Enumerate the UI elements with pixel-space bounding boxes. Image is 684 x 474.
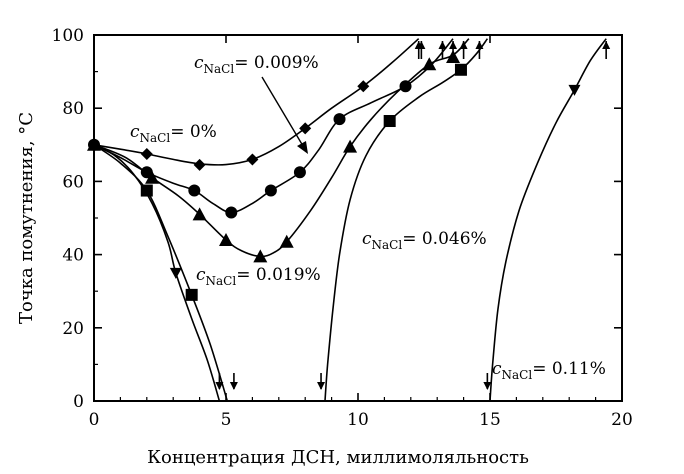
y-tick-label: 40 xyxy=(62,246,84,266)
data-point-square xyxy=(185,288,198,301)
arrow-down-head xyxy=(229,382,238,390)
axis-ticks: 0 5 10 15 20 0 20 40 60 80 100 xyxy=(52,26,633,430)
annotation-2: cNaCl= 0.019% xyxy=(196,265,321,288)
y-tick-label: 100 xyxy=(52,26,84,46)
annotation-3: cNaCl= 0.046% xyxy=(362,229,487,252)
annotation-1: cNaCl= 0.009% xyxy=(194,53,319,76)
data-point-circle xyxy=(188,184,201,197)
arrow-up-head xyxy=(449,41,458,49)
y-tick-label: 60 xyxy=(62,172,84,192)
data-point-diamond xyxy=(193,158,206,171)
data-point-circle xyxy=(333,113,346,126)
data-point-circle xyxy=(293,166,306,179)
annotation-pointer-head xyxy=(297,141,308,154)
data-point-circle xyxy=(399,80,412,93)
data-point-square xyxy=(383,115,396,128)
annotation-4: cNaCl= 0.11% xyxy=(492,359,606,382)
data-point-triangle xyxy=(219,232,233,246)
data-point-triangle xyxy=(145,170,160,184)
x-tick-label: 15 xyxy=(479,410,501,430)
data-point-circle xyxy=(264,184,277,197)
y-tick-label: 0 xyxy=(73,392,84,412)
data-point-triangle xyxy=(343,139,358,153)
x-tick-label: 10 xyxy=(347,410,369,430)
x-tick-label: 5 xyxy=(221,410,232,430)
series-curve-6 xyxy=(93,144,229,402)
data-point-diamond xyxy=(299,122,312,135)
data-point-triangle xyxy=(192,207,207,221)
data-point-triangle xyxy=(253,249,268,263)
data-point-triangle xyxy=(422,57,437,71)
series-curve-3 xyxy=(324,38,489,402)
x-axis-title: Концентрация ДСН, миллимоляльность xyxy=(147,447,529,468)
x-tick-label: 20 xyxy=(611,410,633,430)
data-point-inverted-triangle xyxy=(169,267,182,279)
data-point-square xyxy=(454,63,467,76)
annotation-pointer-line xyxy=(261,76,304,147)
data-point-diamond xyxy=(357,80,370,93)
series-curves xyxy=(93,38,607,402)
arrow-up-head xyxy=(417,41,426,49)
series-curve-1 xyxy=(93,38,454,214)
annotation-0: cNaCl= 0% xyxy=(130,122,217,145)
arrow-down-head xyxy=(483,382,492,390)
arrow-markers xyxy=(215,41,611,390)
arrow-down-head xyxy=(317,382,326,390)
y-axis-title: Точка помутнения, °C xyxy=(16,112,37,324)
x-tick-label: 0 xyxy=(89,410,100,430)
series-curve-4 xyxy=(489,38,607,402)
arrow-down-head xyxy=(215,382,224,390)
arrow-up-head xyxy=(438,41,447,49)
data-point-triangle xyxy=(279,234,294,248)
data-point-square xyxy=(140,184,153,197)
y-tick-label: 80 xyxy=(62,99,84,119)
y-tick-label: 20 xyxy=(62,319,84,339)
arrow-up-head xyxy=(475,41,484,49)
data-point-diamond xyxy=(246,153,259,166)
series-curve-2 xyxy=(93,38,470,258)
series-curve-5 xyxy=(93,144,221,402)
data-point-diamond xyxy=(140,147,153,160)
data-point-inverted-triangle xyxy=(568,84,581,96)
data-point-circle xyxy=(225,206,238,219)
arrow-up-head xyxy=(459,41,468,49)
arrow-up-head xyxy=(602,41,611,49)
